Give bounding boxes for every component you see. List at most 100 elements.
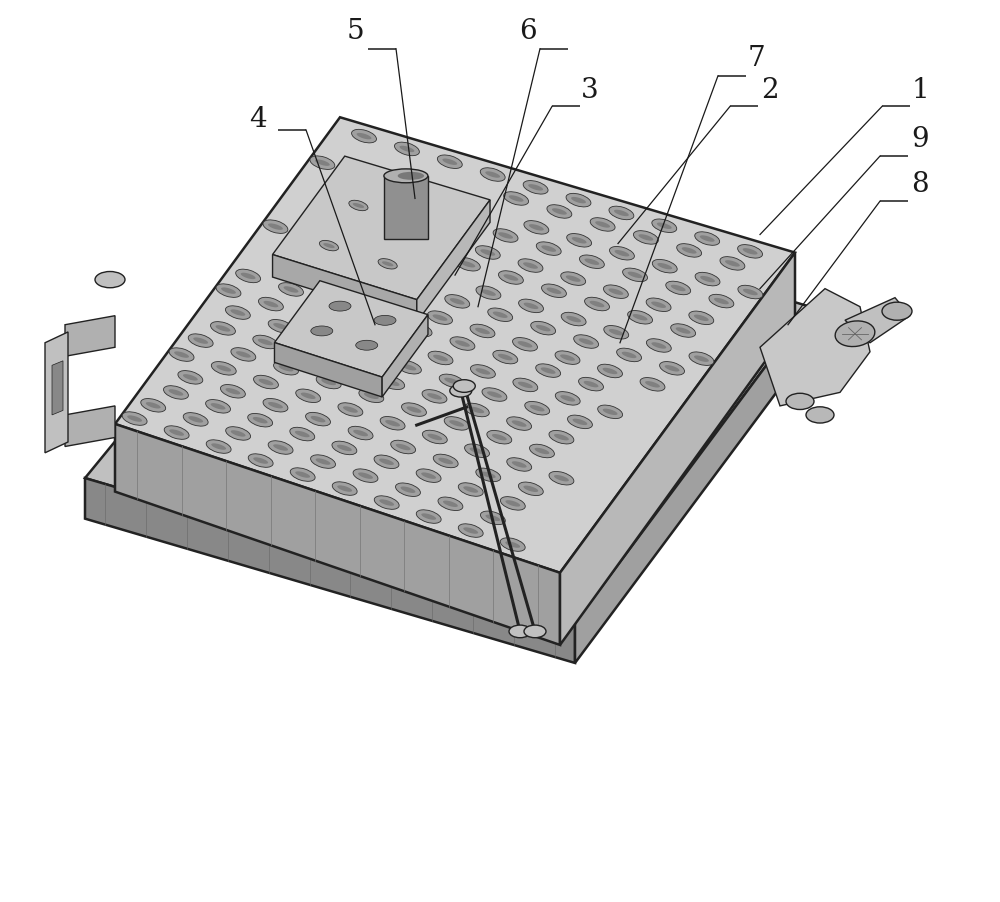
Ellipse shape xyxy=(485,515,500,521)
Ellipse shape xyxy=(450,336,475,350)
Ellipse shape xyxy=(660,362,685,375)
Text: 9: 9 xyxy=(911,126,929,153)
Ellipse shape xyxy=(518,382,533,388)
Ellipse shape xyxy=(463,528,478,534)
Ellipse shape xyxy=(488,308,513,321)
Ellipse shape xyxy=(169,390,183,396)
Polygon shape xyxy=(845,298,910,343)
Ellipse shape xyxy=(561,312,586,326)
Ellipse shape xyxy=(348,427,373,440)
Ellipse shape xyxy=(296,389,321,402)
Ellipse shape xyxy=(720,257,745,270)
Ellipse shape xyxy=(455,257,480,271)
Ellipse shape xyxy=(590,300,604,308)
Ellipse shape xyxy=(396,361,421,374)
Ellipse shape xyxy=(391,341,406,347)
Ellipse shape xyxy=(555,391,580,405)
Ellipse shape xyxy=(498,271,523,284)
Ellipse shape xyxy=(571,197,586,203)
Ellipse shape xyxy=(164,426,189,439)
Ellipse shape xyxy=(590,217,615,231)
Ellipse shape xyxy=(487,391,502,398)
Ellipse shape xyxy=(657,223,672,229)
Ellipse shape xyxy=(146,402,161,409)
Ellipse shape xyxy=(349,200,368,211)
Ellipse shape xyxy=(284,286,298,292)
Ellipse shape xyxy=(470,447,484,454)
Ellipse shape xyxy=(603,285,628,299)
Ellipse shape xyxy=(498,354,513,360)
Ellipse shape xyxy=(476,368,490,374)
Ellipse shape xyxy=(290,468,315,482)
Ellipse shape xyxy=(465,444,489,457)
Ellipse shape xyxy=(216,284,241,298)
Ellipse shape xyxy=(449,420,464,427)
Ellipse shape xyxy=(835,321,875,346)
Ellipse shape xyxy=(412,221,423,226)
Ellipse shape xyxy=(438,497,463,511)
Ellipse shape xyxy=(248,454,273,467)
Ellipse shape xyxy=(230,309,245,316)
Ellipse shape xyxy=(253,417,268,423)
Ellipse shape xyxy=(338,403,363,417)
Ellipse shape xyxy=(572,237,587,244)
Polygon shape xyxy=(85,478,575,663)
Ellipse shape xyxy=(352,129,376,143)
Ellipse shape xyxy=(512,461,527,467)
Ellipse shape xyxy=(401,486,415,492)
Polygon shape xyxy=(274,343,382,397)
Ellipse shape xyxy=(523,180,548,194)
Ellipse shape xyxy=(689,352,714,365)
Ellipse shape xyxy=(319,241,339,251)
Ellipse shape xyxy=(509,195,524,202)
Ellipse shape xyxy=(248,413,273,427)
Ellipse shape xyxy=(566,316,581,322)
Ellipse shape xyxy=(380,376,405,390)
Ellipse shape xyxy=(268,441,293,455)
Ellipse shape xyxy=(525,401,550,415)
Ellipse shape xyxy=(332,441,357,455)
Ellipse shape xyxy=(460,261,475,268)
Ellipse shape xyxy=(595,221,610,227)
Ellipse shape xyxy=(566,275,581,281)
Ellipse shape xyxy=(439,374,464,388)
Ellipse shape xyxy=(241,272,256,279)
Ellipse shape xyxy=(141,399,166,412)
Ellipse shape xyxy=(882,302,912,320)
Ellipse shape xyxy=(332,482,357,495)
Ellipse shape xyxy=(700,276,715,282)
Ellipse shape xyxy=(407,407,421,413)
Polygon shape xyxy=(65,316,115,356)
Ellipse shape xyxy=(482,388,507,401)
Ellipse shape xyxy=(306,412,330,426)
Ellipse shape xyxy=(311,455,336,468)
Ellipse shape xyxy=(574,335,599,348)
Ellipse shape xyxy=(518,341,532,347)
Ellipse shape xyxy=(689,311,714,325)
Ellipse shape xyxy=(584,259,599,265)
Ellipse shape xyxy=(226,427,251,440)
Ellipse shape xyxy=(714,298,729,304)
Ellipse shape xyxy=(386,337,411,351)
Ellipse shape xyxy=(354,346,379,360)
Ellipse shape xyxy=(402,403,426,417)
Ellipse shape xyxy=(422,390,447,403)
Ellipse shape xyxy=(342,366,357,373)
Ellipse shape xyxy=(628,310,653,324)
Ellipse shape xyxy=(738,285,763,299)
Ellipse shape xyxy=(369,313,384,319)
Ellipse shape xyxy=(480,168,505,181)
Ellipse shape xyxy=(258,339,273,345)
Ellipse shape xyxy=(438,457,453,465)
Ellipse shape xyxy=(273,323,288,329)
Ellipse shape xyxy=(579,255,604,269)
Ellipse shape xyxy=(633,314,647,320)
Ellipse shape xyxy=(391,440,416,454)
Ellipse shape xyxy=(603,368,617,374)
Ellipse shape xyxy=(549,430,574,444)
Ellipse shape xyxy=(598,364,622,378)
Ellipse shape xyxy=(609,246,634,260)
Ellipse shape xyxy=(364,392,379,399)
Ellipse shape xyxy=(273,445,288,451)
Ellipse shape xyxy=(524,221,549,235)
